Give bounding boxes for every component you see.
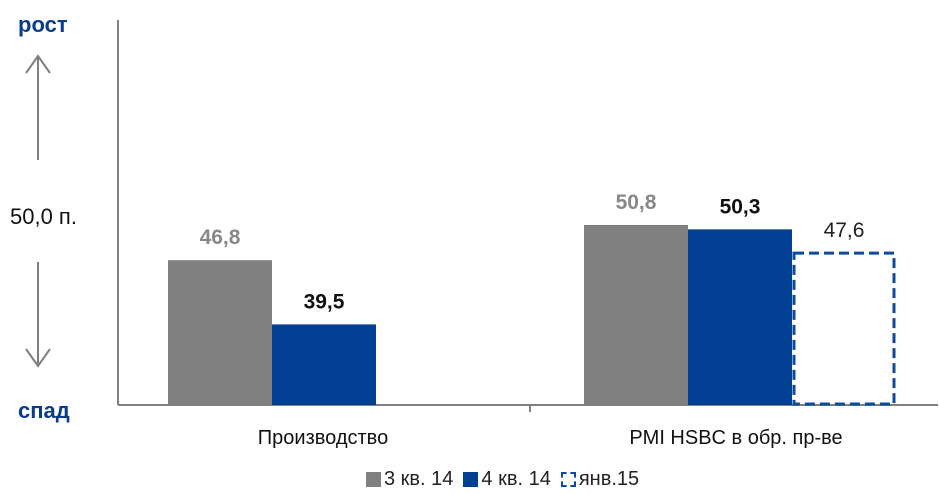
data-label: 50,8 (616, 191, 657, 214)
legend-item-series-2: 4 кв. 14 (463, 467, 551, 491)
bar (688, 229, 792, 405)
bar (272, 324, 376, 405)
legend-label: 3 кв. 14 (384, 467, 454, 490)
data-label: 50,3 (720, 195, 761, 218)
category-labels: Производство PMI HSBC в обр. пр-ве (258, 427, 843, 449)
legend-item-series-1: 3 кв. 14 (366, 468, 453, 491)
growth-decline-arrows (25, 54, 51, 368)
legend-label: 4 кв. 14 (481, 467, 551, 490)
legend-swatch-icon (366, 471, 381, 487)
bar-dashed (792, 251, 896, 406)
baseline-label: 50,0 п. (10, 204, 77, 229)
legend-swatch-icon (463, 471, 479, 487)
legend-swatch-dashed-icon (560, 471, 576, 487)
growth-label: рост (18, 12, 68, 37)
decline-label: спад (18, 398, 70, 423)
up-arrowhead-icon (25, 54, 51, 74)
data-label: 39,5 (304, 290, 345, 313)
bar-marks (168, 224, 896, 406)
data-label: 46,8 (200, 226, 241, 249)
category-label: PMI HSBC в обр. пр-ве (629, 427, 842, 449)
data-label: 47,6 (824, 219, 865, 242)
legend-label: янв.15 (578, 467, 640, 490)
bar (168, 260, 272, 405)
category-label: Производство (258, 427, 388, 449)
legend-item-series-3: янв.15 (560, 467, 640, 491)
chart-legend: 3 кв. 14 4 кв. 14 янв.15 (366, 466, 639, 492)
down-arrowhead-icon (25, 348, 51, 368)
bar (584, 224, 688, 405)
data-labels: 46,8 50,8 39,5 50,3 47,6 (200, 191, 865, 313)
